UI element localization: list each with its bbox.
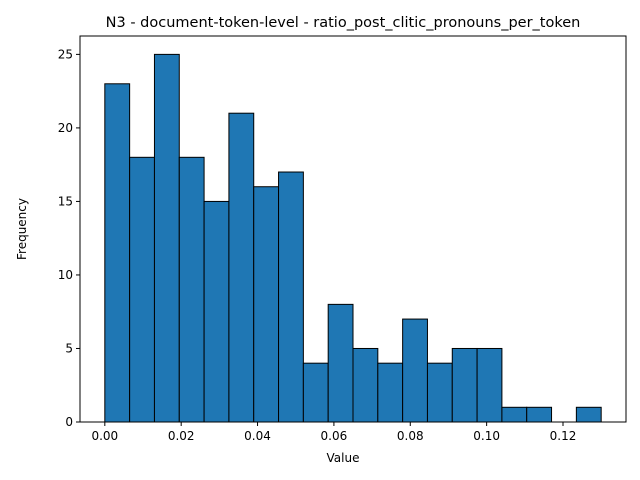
x-tick-label: 0.02 (168, 429, 195, 443)
y-tick-label: 10 (58, 268, 73, 282)
histogram-bar (178, 156, 205, 423)
y-tick-label: 25 (58, 47, 73, 61)
histogram-bar (104, 83, 131, 423)
y-ticks: 0 5 10 15 20 25 (58, 47, 80, 429)
histogram-bar (402, 318, 428, 423)
y-axis-label: Frequency (15, 198, 29, 260)
x-tick-label: 0.04 (244, 429, 271, 443)
histogram-bar (476, 347, 503, 423)
y-tick-label: 5 (65, 341, 73, 355)
x-tick-label: 0.00 (91, 429, 118, 443)
histogram-bar (501, 406, 528, 423)
histogram-bar (228, 112, 255, 423)
chart-title: N3 - document-token-level - ratio_post_c… (106, 15, 581, 31)
x-axis-label: Value (327, 451, 360, 465)
y-tick-label: 20 (58, 121, 73, 135)
histogram-bar (352, 347, 379, 423)
histogram-bar (278, 171, 304, 423)
histogram-bar (426, 362, 453, 423)
histogram-bar (575, 406, 602, 423)
plot-frame (79, 35, 627, 423)
x-ticks: 0.00 0.02 0.04 0.06 0.08 0.10 0.12 (91, 422, 576, 443)
histogram-bar (451, 347, 478, 423)
histogram-bar (302, 362, 329, 423)
histogram-bar (526, 406, 553, 423)
histogram-bar (253, 186, 280, 423)
x-tick-label: 0.10 (473, 429, 500, 443)
x-tick-label: 0.12 (550, 429, 577, 443)
x-tick-label: 0.08 (397, 429, 424, 443)
histogram-bar (377, 362, 404, 423)
y-tick-label: 15 (58, 194, 73, 208)
x-tick-label: 0.06 (321, 429, 348, 443)
bars-group (104, 53, 602, 423)
histogram-bar (203, 200, 230, 423)
y-tick-label: 0 (65, 415, 73, 429)
histogram-bar (153, 53, 180, 423)
histogram-bar (129, 156, 155, 423)
histogram-bar (327, 303, 354, 423)
